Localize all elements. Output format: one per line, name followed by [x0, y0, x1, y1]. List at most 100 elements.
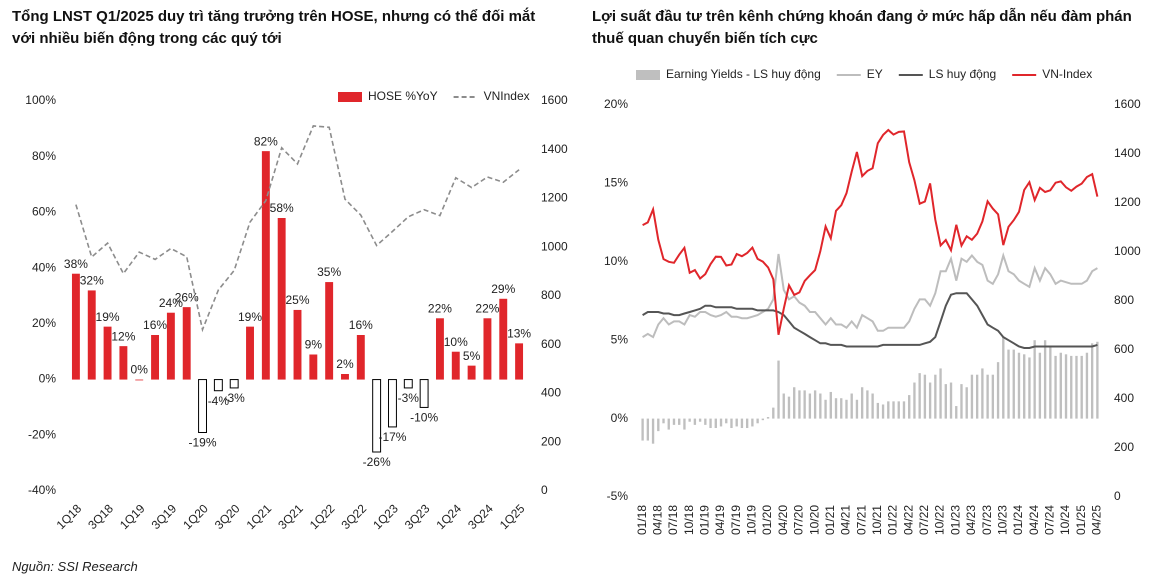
bar — [923, 374, 927, 419]
bar — [803, 390, 806, 419]
x-tick-label: 01/19 — [698, 505, 712, 535]
value-label: -17% — [378, 430, 406, 444]
bar — [419, 379, 429, 408]
x-tick-label: 10/18 — [682, 505, 696, 535]
x-tick-label: 01/22 — [886, 505, 900, 535]
bar — [813, 390, 817, 419]
value-label: -26% — [363, 455, 391, 469]
bar — [934, 374, 937, 419]
bar — [714, 418, 717, 429]
bar — [892, 401, 895, 419]
bar — [761, 418, 765, 421]
y2-tick-label: 1200 — [541, 191, 568, 205]
bar — [918, 373, 921, 419]
bar — [949, 382, 953, 419]
bar — [372, 379, 382, 453]
bar — [740, 418, 744, 429]
bar — [808, 393, 812, 419]
bar — [1028, 357, 1031, 419]
bar — [1023, 354, 1026, 419]
bar — [704, 418, 707, 425]
bar — [960, 384, 963, 419]
bar — [840, 398, 843, 419]
x-tick-label: 07/18 — [666, 505, 680, 535]
bar — [860, 387, 864, 419]
bar — [1033, 340, 1036, 419]
y2-tick-label: 400 — [1114, 391, 1134, 405]
value-label: -10% — [410, 411, 438, 425]
bar — [866, 390, 869, 419]
bar — [725, 418, 728, 424]
y2-tick-label: 0 — [541, 483, 548, 497]
legend-label: LS huy động — [929, 67, 996, 81]
y2-tick-label: 1200 — [1114, 195, 1141, 209]
x-tick-label: 1Q20 — [180, 501, 211, 532]
bar — [709, 418, 712, 429]
bar — [119, 346, 128, 380]
bar — [719, 418, 723, 427]
value-label: 9% — [305, 338, 323, 352]
bar — [1054, 355, 1057, 419]
bar — [657, 418, 660, 432]
value-label: 0% — [131, 363, 149, 377]
bar — [845, 399, 848, 419]
bar — [782, 393, 785, 419]
bar — [672, 418, 676, 425]
x-tick-label: 04/25 — [1090, 505, 1104, 535]
bar — [887, 401, 890, 419]
x-tick-label: 10/22 — [933, 505, 947, 535]
bar — [651, 418, 655, 444]
value-label: -19% — [189, 436, 217, 450]
bar — [103, 326, 112, 380]
x-tick-label: 3Q21 — [275, 501, 306, 532]
y2-tick-label: 1400 — [541, 142, 568, 156]
x-tick-label: 04/23 — [964, 505, 978, 535]
x-tick-label: 3Q23 — [402, 501, 433, 532]
value-label: 19% — [96, 310, 120, 324]
y2-tick-label: 800 — [541, 288, 561, 302]
x-tick-label: 07/22 — [917, 505, 931, 535]
bar — [772, 407, 775, 419]
value-label: 25% — [285, 293, 309, 307]
bar — [996, 362, 1000, 419]
bar — [698, 418, 702, 422]
x-tick-label: 01/21 — [823, 505, 837, 535]
bar — [261, 151, 270, 380]
y-tick-label: -20% — [28, 427, 56, 441]
bar — [277, 218, 286, 380]
x-tick-label: 07/24 — [1043, 505, 1057, 535]
bar — [1080, 355, 1083, 419]
bar — [662, 418, 665, 424]
y2-tick-label: 1600 — [1114, 97, 1141, 111]
legend-label: HOSE %YoY — [368, 89, 438, 103]
line-series — [642, 252, 1098, 339]
line-series — [75, 125, 520, 333]
bar — [1059, 352, 1062, 419]
bar — [683, 418, 686, 430]
x-tick-label: 1Q23 — [370, 501, 401, 532]
y2-tick-label: 600 — [541, 337, 561, 351]
value-label: 82% — [254, 134, 278, 148]
bar — [1096, 341, 1099, 419]
bar — [135, 379, 144, 381]
bar — [341, 374, 349, 380]
bar — [902, 401, 906, 419]
bar — [1017, 352, 1021, 419]
x-tick-label: 07/23 — [980, 505, 994, 535]
bar — [646, 418, 650, 441]
bar — [198, 379, 207, 434]
bar — [745, 418, 749, 429]
bar — [499, 298, 508, 380]
value-label: 10% — [444, 335, 468, 349]
value-label: -4% — [208, 394, 230, 408]
bar — [855, 399, 859, 419]
y2-tick-label: 200 — [1114, 440, 1134, 454]
bar — [71, 273, 80, 380]
y2-tick-label: 1400 — [1114, 146, 1141, 160]
bar — [693, 418, 697, 425]
x-tick-label: 01/20 — [760, 505, 774, 535]
value-label: 32% — [80, 274, 104, 288]
x-tick-label: 3Q22 — [339, 501, 370, 532]
bar — [151, 335, 160, 380]
